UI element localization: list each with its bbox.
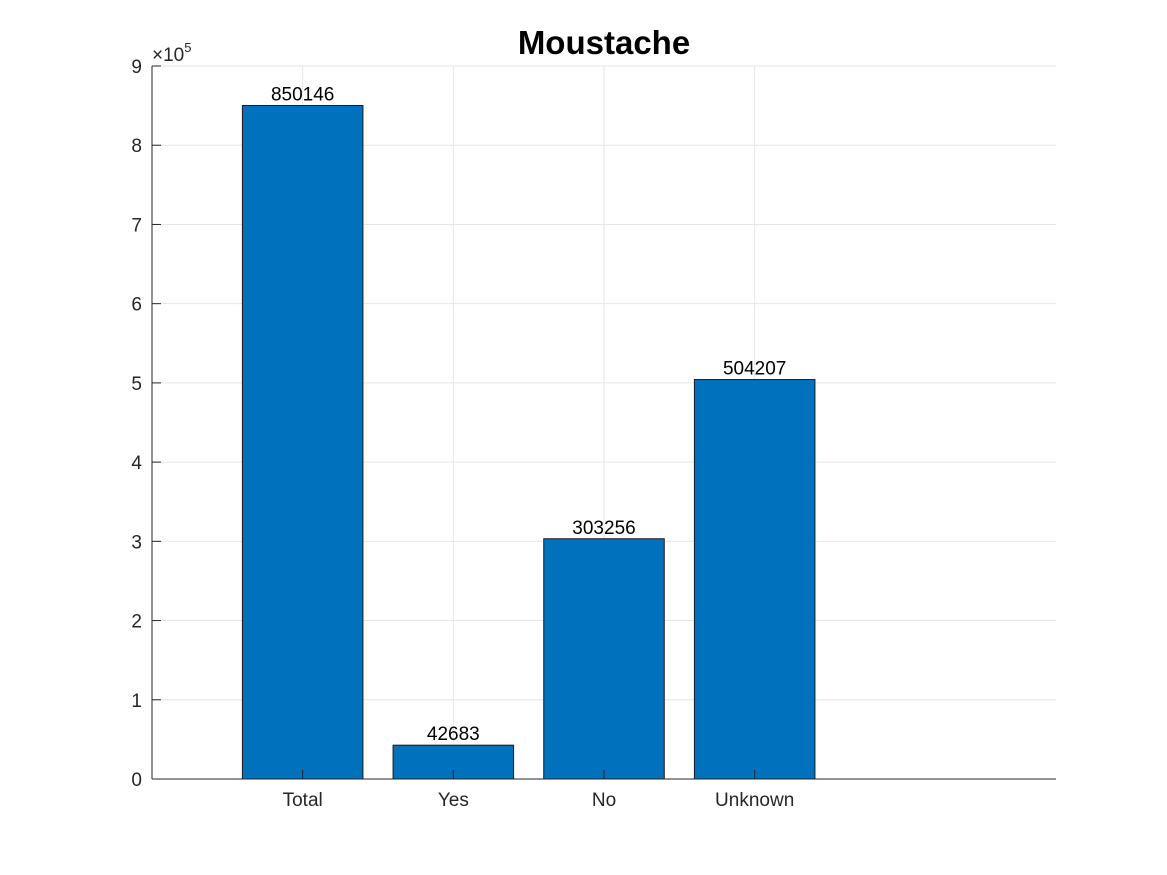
x-tick-label-unknown: Unknown: [715, 790, 794, 811]
y-tick-label: 4: [131, 453, 142, 474]
bar-total: [241, 104, 364, 780]
y-tick-label: 8: [131, 136, 142, 157]
chart-title: Moustache: [518, 24, 690, 61]
y-axis-exponent: ×105: [152, 40, 191, 66]
data-label-no: 303256: [572, 518, 635, 539]
axes: 0 1 2 3 4 5 6 7 8 9 Total Yes No Unknown: [131, 57, 1056, 811]
y-tick-label: 5: [131, 374, 142, 395]
bars: [241, 104, 816, 780]
x-tick-label-yes: Yes: [438, 790, 469, 811]
x-tick-label-total: Total: [283, 790, 323, 811]
y-tick-label: 1: [131, 691, 142, 712]
y-tick-label: 3: [131, 532, 142, 553]
data-labels: 850146 42683 303256 504207: [271, 84, 786, 745]
y-tick-label: 9: [131, 57, 142, 78]
y-axis-exponent-power: 5: [184, 40, 191, 55]
y-tick-label: 7: [131, 215, 142, 236]
data-label-unknown: 504207: [723, 359, 786, 380]
y-tick-label: 0: [131, 770, 142, 791]
bar-no: [543, 538, 665, 780]
y-tick-label: 6: [131, 295, 142, 316]
y-axis-exponent-prefix: ×10: [152, 45, 184, 66]
data-label-yes: 42683: [427, 724, 480, 745]
y-tick-label: 2: [131, 612, 142, 633]
bar-unknown: [693, 379, 816, 780]
data-label-total: 850146: [271, 84, 334, 105]
x-tick-label-no: No: [592, 790, 616, 811]
